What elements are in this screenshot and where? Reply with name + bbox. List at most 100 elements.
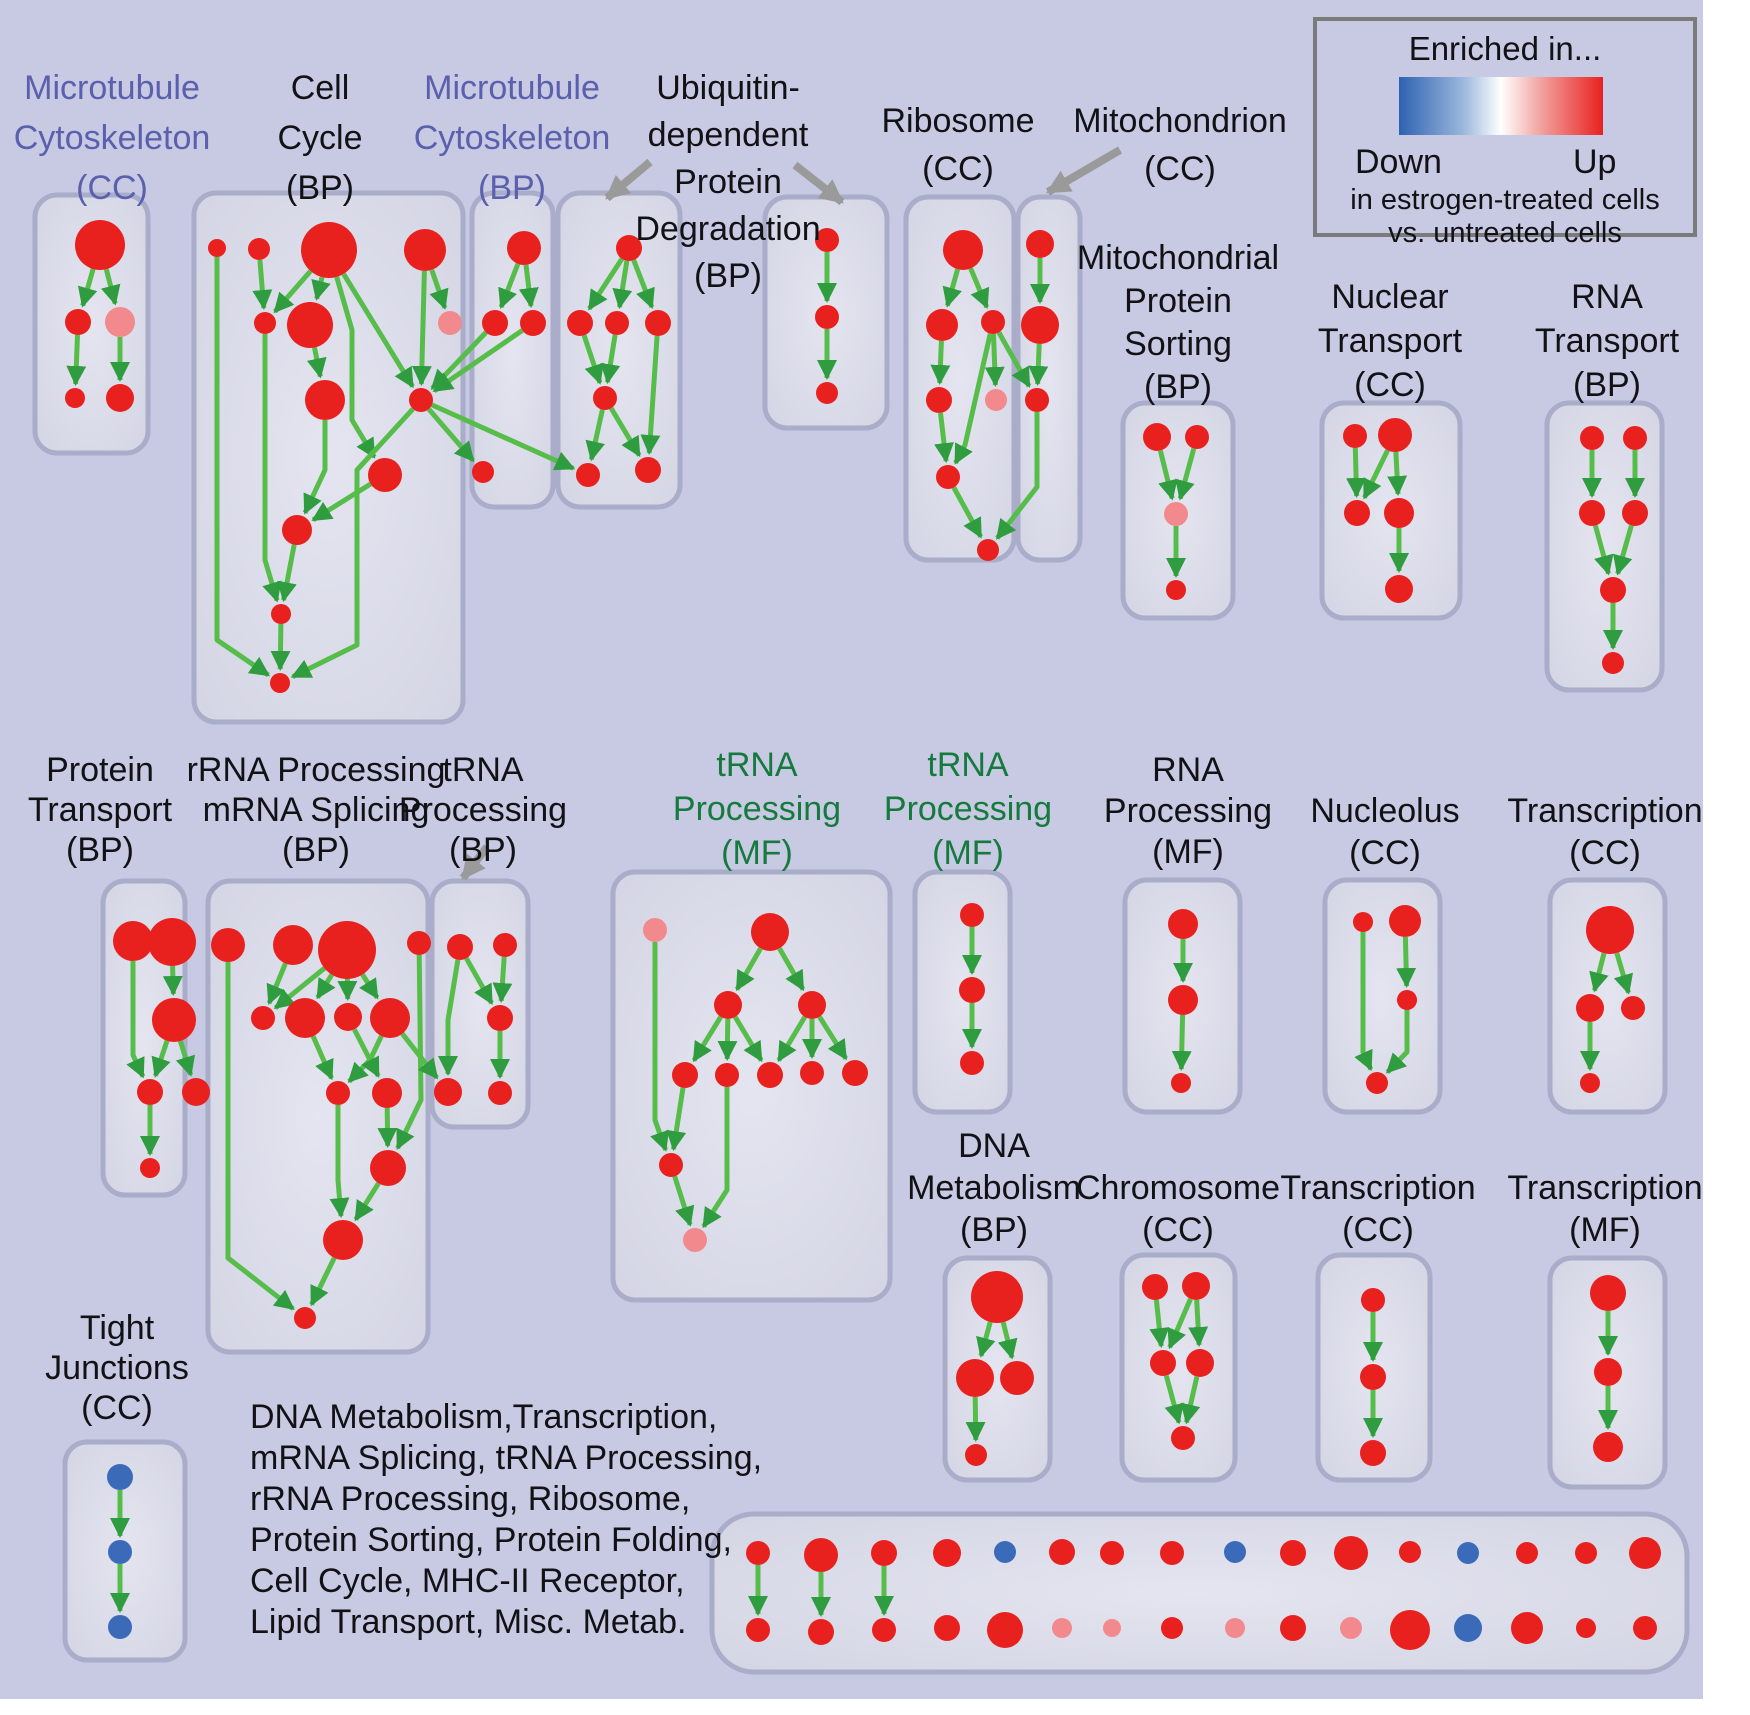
go-term-node <box>1586 906 1634 954</box>
go-edge <box>1167 1297 1193 1350</box>
label-pointer-arrow <box>459 844 491 881</box>
go-edge <box>817 1015 849 1061</box>
cluster-label-microtubule-cytoskeleton-bp: Microtubule Cytoskeleton (BP) <box>413 69 611 207</box>
go-term-node <box>1343 424 1367 448</box>
go-term-node <box>683 1228 707 1252</box>
legend: Enriched in... Down Up in estrogen-treat… <box>1313 17 1697 249</box>
go-edge <box>302 420 328 515</box>
go-term-node <box>472 461 494 483</box>
go-term-node <box>1344 500 1370 526</box>
cluster-label-trna-processing-mf-1: tRNA Processing (MF) <box>672 746 842 872</box>
go-term-node <box>1000 1361 1034 1395</box>
go-term-node <box>271 604 291 624</box>
cluster-label-rna-transport: RNA Transport (BP) <box>1534 278 1680 404</box>
go-edge <box>942 268 962 308</box>
cluster-label-rrna-processing-mrna-splicing: rRNA Processing mRNA Splicing (BP) <box>186 751 446 869</box>
go-edge <box>733 1015 764 1063</box>
go-term-node <box>106 384 134 412</box>
go-term-node <box>370 1150 406 1186</box>
cluster-label-protein-transport: Protein Transport (BP) <box>27 751 173 869</box>
go-term-node <box>1366 1072 1388 1094</box>
go-term-node <box>152 998 196 1042</box>
go-edge <box>429 269 449 310</box>
go-term-node <box>1580 426 1604 450</box>
go-edge <box>492 956 513 1003</box>
go-term-node <box>605 311 629 335</box>
cluster-label-trna-processing-mf-2: tRNA Processing (MF) <box>883 746 1053 872</box>
go-term-node <box>285 998 325 1038</box>
go-term-node <box>960 903 984 927</box>
go-term-node <box>334 1003 362 1031</box>
go-term-node <box>65 388 85 408</box>
go-edge <box>1171 1014 1192 1071</box>
go-term-node <box>1576 1618 1596 1638</box>
go-term-node <box>816 382 838 404</box>
go-edge <box>266 962 288 1006</box>
go-term-node <box>956 1359 994 1397</box>
go-term-node <box>75 220 125 270</box>
go-term-node <box>714 991 742 1019</box>
go-edge <box>777 947 806 992</box>
cluster-box-nucleolus <box>1322 877 1443 1115</box>
go-edge <box>776 1015 807 1063</box>
go-edge <box>377 1107 398 1148</box>
go-edge <box>930 340 951 385</box>
go-term-node <box>987 1612 1023 1648</box>
go-edge <box>225 962 295 1311</box>
multi-category-note: DNA Metabolism,Transcription, mRNA Splic… <box>250 1398 763 1641</box>
go-term-node <box>488 1081 512 1105</box>
go-term-node <box>1511 1612 1543 1644</box>
go-term-node <box>1623 426 1647 450</box>
label-pointer-arrow <box>1045 146 1123 196</box>
cluster-label-mitochondrion: Mitochondrion (CC) <box>1073 102 1287 188</box>
go-term-node <box>434 1078 462 1106</box>
go-term-node <box>113 921 153 961</box>
go-term-node <box>1457 1542 1479 1564</box>
go-edge <box>126 961 146 1079</box>
go-edge <box>311 481 372 523</box>
go-term-node <box>815 228 839 252</box>
go-edge <box>1163 1374 1184 1425</box>
cluster-label-dna-metabolism: DNA Metabolism (BP) <box>907 1127 1081 1249</box>
go-edge <box>1180 1376 1201 1425</box>
go-edge <box>334 276 377 459</box>
go-term-node <box>1150 1350 1176 1376</box>
go-edge <box>400 1032 439 1080</box>
go-term-node <box>294 1307 316 1329</box>
go-edge <box>66 334 87 386</box>
go-edge <box>640 335 661 455</box>
go-term-node <box>273 925 313 965</box>
go-term-node <box>493 933 517 957</box>
go-term-node <box>715 1063 739 1087</box>
cluster-box-transcription-cc-mid <box>1547 877 1668 1115</box>
go-edge <box>464 957 494 1005</box>
go-edge <box>1157 450 1178 501</box>
go-term-node <box>487 1005 513 1031</box>
cluster-label-ribosome: Ribosome (CC) <box>881 102 1035 188</box>
go-term-node <box>576 463 600 487</box>
go-edge <box>309 1256 337 1307</box>
go-term-node <box>409 388 433 412</box>
cluster-box-rna-transport <box>1544 400 1665 693</box>
cluster-label-nucleolus: Nucleolus (CC) <box>1310 792 1460 872</box>
go-edge <box>498 262 521 309</box>
cluster-label-nuclear-transport: Nuclear Transport (CC) <box>1317 278 1463 404</box>
go-term-node <box>1100 1541 1124 1565</box>
go-term-node <box>1161 1617 1183 1639</box>
go-term-node <box>593 386 617 410</box>
go-term-node <box>1575 1542 1597 1564</box>
go-term-node <box>926 387 952 413</box>
go-term-node <box>1590 1275 1626 1311</box>
go-edge <box>359 973 380 1000</box>
go-edge <box>430 402 576 471</box>
go-term-node <box>507 231 541 265</box>
go-term-node <box>872 1618 896 1642</box>
cluster-box-miscellaneous <box>709 1511 1690 1675</box>
label-pointer-arrow <box>604 158 653 202</box>
go-term-node <box>65 309 91 335</box>
go-edge <box>101 268 121 306</box>
go-term-node <box>985 389 1007 411</box>
go-term-node <box>1633 1616 1657 1640</box>
go-term-node <box>1600 577 1626 603</box>
go-edge <box>600 334 621 385</box>
